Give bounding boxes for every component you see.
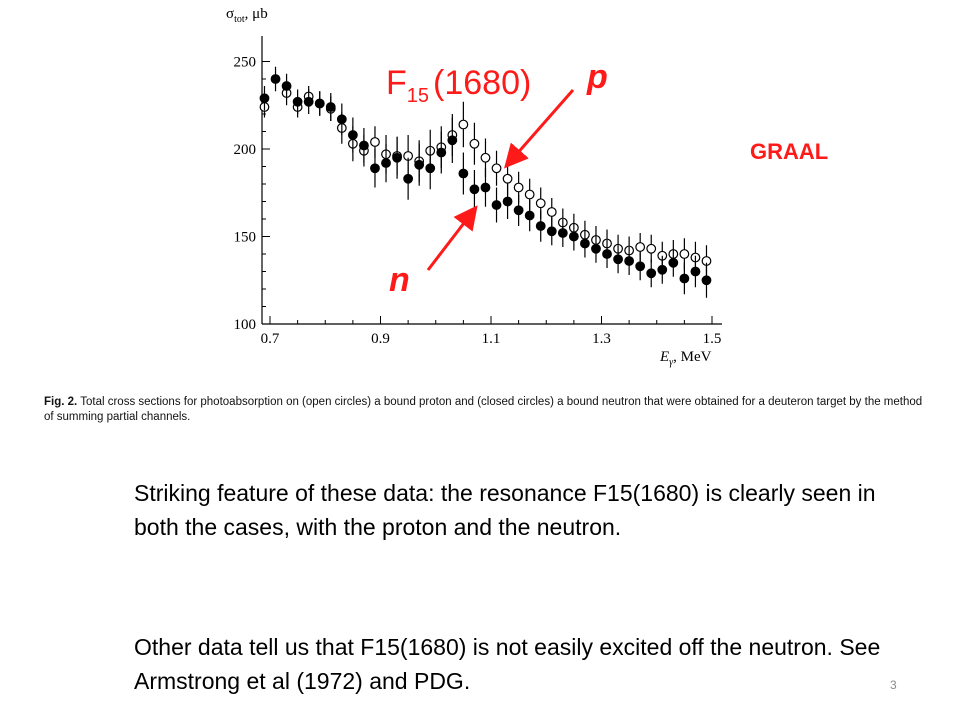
neutron-point — [259, 93, 270, 104]
neutron-point — [657, 264, 668, 275]
x-tick-label: 0.9 — [371, 331, 390, 347]
neutron-point — [458, 168, 469, 179]
neutron-point — [613, 254, 623, 265]
y-tick-label: 250 — [234, 55, 257, 71]
proton-point — [635, 242, 646, 252]
neutron-point — [425, 163, 436, 174]
neutron-point — [392, 152, 402, 163]
neutron-point — [381, 158, 391, 168]
neutron-point — [414, 159, 425, 170]
neutron-point — [336, 114, 347, 125]
proton-point — [646, 243, 657, 254]
proton-point — [491, 163, 502, 174]
axis-ticks: 0.7 0.9 1.1 1.3 1.5 100 150 200 250 — [234, 55, 722, 348]
neutron-series — [259, 66, 712, 298]
neutron-point — [370, 163, 380, 174]
proton-point — [535, 198, 546, 209]
x-axis-label: Eγ, MeV — [659, 349, 712, 368]
neutron-point — [557, 228, 568, 238]
proton-point — [458, 119, 469, 130]
neutron-point — [359, 140, 369, 151]
neutron-point — [303, 96, 314, 107]
x-tick-label: 1.1 — [482, 331, 501, 347]
body-paragraph-2: Other data tell us that F15(1680) is not… — [134, 634, 881, 694]
figure-caption: Fig. 2. Total cross sections for photoab… — [44, 395, 924, 425]
neutron-point — [436, 147, 447, 158]
y-tick-label: 200 — [234, 142, 257, 158]
proton-label: p — [586, 58, 608, 96]
neutron-point — [281, 81, 292, 91]
caption-label: Fig. 2. — [44, 396, 78, 408]
neutron-point — [502, 196, 513, 207]
y-axis-label: σtot, μb — [226, 6, 268, 25]
slide-number: 3 — [890, 678, 897, 692]
neutron-point — [513, 205, 524, 216]
neutron-point — [292, 96, 303, 107]
neutron-point — [602, 249, 612, 259]
proton-point — [513, 182, 524, 193]
neutron-point — [690, 266, 701, 277]
neutron-point — [480, 182, 491, 193]
y-tick-label: 150 — [234, 230, 257, 246]
proton-point — [524, 189, 535, 200]
neutron-point — [403, 173, 414, 184]
neutron-point — [491, 200, 502, 210]
proton-point — [679, 249, 690, 259]
x-tick-label: 0.7 — [261, 331, 280, 347]
x-tick-label: 1.5 — [703, 331, 722, 347]
neutron-point — [591, 243, 601, 254]
neutron-point — [270, 74, 281, 84]
caption-text: Total cross sections for photoabsorption… — [44, 396, 923, 423]
neutron-point — [524, 210, 535, 221]
neutron-point — [635, 261, 646, 272]
neutron-point — [325, 102, 336, 112]
neutron-point — [668, 257, 679, 268]
body-paragraph-1: Striking feature of these data: the reso… — [134, 480, 876, 540]
neutron-point — [347, 130, 358, 140]
neutron-point — [535, 221, 546, 231]
neutron-arrow — [426, 205, 478, 271]
neutron-label: n — [389, 261, 410, 299]
neutron-point — [646, 268, 657, 279]
neutron-point — [580, 238, 590, 249]
neutron-point — [314, 98, 325, 109]
proton-point — [469, 138, 480, 149]
cross-section-chart: 0.7 0.9 1.1 1.3 1.5 100 150 200 250 σtot, μb Eγ,… — [226, 6, 828, 368]
proton-point — [480, 152, 491, 163]
proton-arrow — [504, 89, 575, 169]
neutron-point — [469, 184, 480, 195]
proton-point — [502, 173, 513, 184]
proton-point — [546, 207, 557, 217]
neutron-point — [679, 273, 690, 284]
neutron-point — [447, 135, 458, 146]
neutron-point — [568, 231, 579, 242]
x-tick-label: 1.3 — [592, 331, 611, 347]
neutron-point — [546, 226, 557, 237]
f15-label: F15 (1680) — [386, 64, 531, 107]
proton-point — [370, 137, 380, 147]
y-tick-label: 100 — [234, 317, 257, 333]
neutron-point — [701, 275, 712, 286]
neutron-point — [624, 256, 635, 266]
graal-label: GRAAL — [750, 139, 828, 164]
